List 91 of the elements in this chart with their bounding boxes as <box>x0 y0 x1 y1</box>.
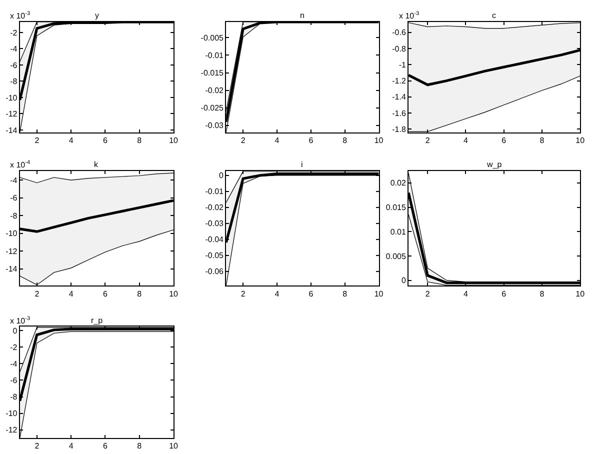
x-tick-label: 10 <box>576 136 586 146</box>
y-tick-label: 0 <box>12 326 18 336</box>
y-tick-label: -1 <box>398 60 406 70</box>
x-tick-label: 6 <box>308 289 314 298</box>
y-tick-label: -6 <box>10 376 18 386</box>
y-tick-label: 0.005 <box>386 252 406 261</box>
y-tick-label: -0.03 <box>205 219 224 228</box>
x-tick-label: 6 <box>502 136 507 146</box>
x-tick-label: 10 <box>169 136 179 146</box>
x-tick-label: 4 <box>274 136 280 146</box>
chart-title: r_p <box>91 316 104 325</box>
chart-title: i <box>301 160 303 169</box>
x-tick-label: 10 <box>374 289 384 298</box>
x-tick-label: 10 <box>169 442 179 451</box>
y-tick-label: -2 <box>10 343 18 352</box>
x-tick-label: 2 <box>425 289 430 298</box>
text: x 10$^{-3}$ <box>399 11 420 20</box>
y-tick-label: -0.04 <box>205 235 224 244</box>
x-tick-label: 8 <box>137 289 142 298</box>
x-tick-label: 8 <box>342 136 348 146</box>
y-tick-label: -0.05 <box>205 251 224 260</box>
chart-title: w_p <box>486 160 502 169</box>
y-tick-label: -0.01 <box>205 51 224 60</box>
y-tick-label: -0.6 <box>392 28 406 38</box>
x-tick-label: 2 <box>240 136 246 146</box>
x-tick-label: 8 <box>342 289 348 298</box>
x-tick-label: 6 <box>502 289 507 298</box>
y-tick-label: -8 <box>10 77 18 86</box>
y-tick-label: -0.06 <box>205 267 224 276</box>
x-tick-label: 4 <box>68 136 74 146</box>
y-tick-label: -0.8 <box>392 44 406 54</box>
x-tick-label: 10 <box>374 136 384 146</box>
y-tick-label: -0.015 <box>200 68 224 78</box>
x-tick-label: 4 <box>463 289 468 298</box>
y-tick-label: -0.01 <box>205 187 224 196</box>
y-tick-label: -0.005 <box>200 33 224 42</box>
chart-title: n <box>300 11 304 20</box>
y-tick-label: -0.02 <box>205 203 224 212</box>
y-tick-label: -12 <box>6 110 18 119</box>
y-tick-label: -2 <box>10 28 18 38</box>
chart-title: c <box>492 11 496 20</box>
y-tick-label: 0 <box>401 276 406 286</box>
y-tick-label: -6 <box>10 194 18 203</box>
y-tick-label: -1.8 <box>392 124 406 134</box>
chart-title: y <box>95 11 99 20</box>
y-tick-label: -0.025 <box>200 104 224 113</box>
x-tick-label: 2 <box>240 289 246 298</box>
y-tick-label: -1.4 <box>392 92 406 102</box>
x-tick-label: 6 <box>102 289 108 298</box>
y-tick-label: -8 <box>10 211 18 220</box>
x-tick-label: 10 <box>576 289 586 298</box>
x-tick-label: 6 <box>102 442 108 451</box>
y-tick-label: 0.015 <box>386 203 406 212</box>
y-tick-label: -1.6 <box>392 108 406 118</box>
x-tick-label: 8 <box>540 289 545 298</box>
x-tick-label: 2 <box>34 136 40 146</box>
x-tick-label: 4 <box>68 442 74 451</box>
x-tick-label: 6 <box>308 136 314 146</box>
text: x 10$^{-3}$ <box>10 316 30 326</box>
y-tick-label: -0.02 <box>205 86 224 96</box>
y-tick-label: -14 <box>6 126 18 135</box>
x-tick-label: 8 <box>137 442 142 451</box>
y-tick-label: 0 <box>219 171 224 180</box>
y-tick-label: -8 <box>10 392 18 402</box>
y-tick-label: -10 <box>6 229 18 238</box>
y-tick-label: -12 <box>6 246 18 256</box>
text: x 10$^{-3}$ <box>10 11 30 20</box>
x-tick-label: 8 <box>137 136 142 146</box>
y-tick-label: -6 <box>10 60 18 70</box>
x-tick-label: 8 <box>540 136 545 146</box>
y-tick-label: -12 <box>6 426 18 435</box>
y-tick-label: -10 <box>6 409 18 418</box>
x-tick-label: 4 <box>274 289 280 298</box>
y-tick-label: -4 <box>10 44 18 54</box>
chart-title: k <box>94 160 99 169</box>
y-tick-label: -4 <box>10 360 18 369</box>
x-tick-label: 6 <box>102 136 108 146</box>
x-tick-label: 2 <box>425 136 430 146</box>
x-tick-label: 4 <box>68 289 74 298</box>
y-tick-label: 0.02 <box>390 178 406 188</box>
text: x 10$^{-4}$ <box>10 160 30 170</box>
x-tick-label: 2 <box>34 442 40 451</box>
x-tick-label: 10 <box>169 289 179 298</box>
y-tick-label: -4 <box>10 176 18 185</box>
x-tick-label: 4 <box>463 136 468 146</box>
y-tick-label: -1.2 <box>392 76 406 86</box>
y-tick-label: -10 <box>6 93 18 102</box>
x-tick-label: 2 <box>34 289 40 298</box>
y-tick-label: -0.03 <box>205 121 224 130</box>
y-tick-label: -14 <box>6 264 18 274</box>
y-tick-label: 0.01 <box>390 227 406 236</box>
